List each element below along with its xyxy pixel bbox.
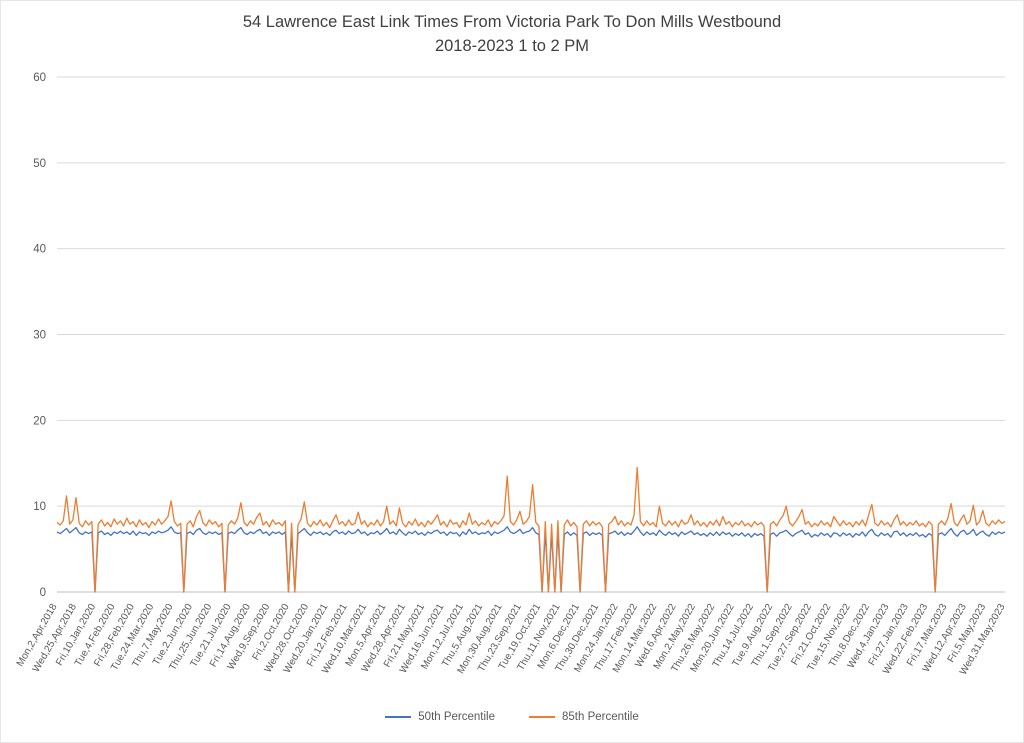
chart-title-line2: 2018-2023 1 to 2 PM — [434, 37, 590, 55]
series-line-50th-percentile — [56, 526, 1006, 593]
y-axis-tick-label: 0 — [40, 587, 46, 599]
legend-line-swatch — [385, 716, 412, 718]
legend-item: 50th Percentile — [385, 711, 495, 723]
series-line-85th-percentile — [56, 466, 1006, 593]
y-axis-tick-label: 20 — [33, 415, 46, 427]
chart-title-line1: 54 Lawrence East Link Times From Victori… — [242, 13, 782, 31]
legend-line-swatch — [529, 716, 555, 718]
y-axis-tick-label: 30 — [33, 330, 46, 342]
y-axis-tick-label: 60 — [33, 72, 46, 84]
y-axis-tick-label: 50 — [33, 158, 46, 170]
legend-label: 85th Percentile — [562, 711, 639, 723]
y-axis-tick-label: 10 — [33, 501, 46, 513]
legend-label: 50th Percentile — [418, 711, 495, 723]
y-axis-tick-label: 40 — [33, 244, 46, 256]
legend: 50th Percentile 85th Percentile — [0, 711, 1024, 723]
chart-title: 54 Lawrence East Link Times From Victori… — [0, 10, 1024, 58]
legend-item: 85th Percentile — [529, 711, 639, 723]
